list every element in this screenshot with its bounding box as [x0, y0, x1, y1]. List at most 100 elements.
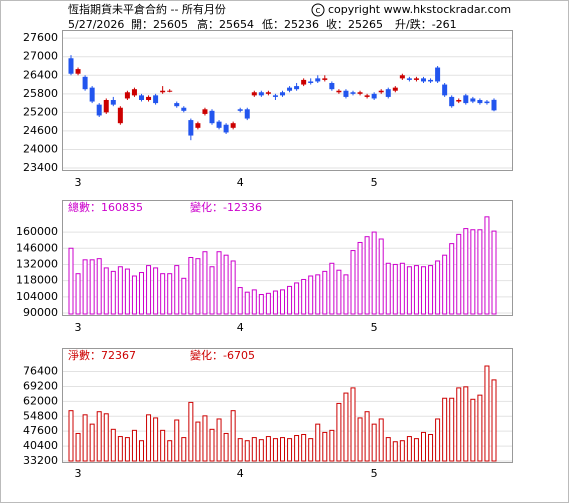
bar: [103, 267, 109, 315]
quote-value: -261: [432, 18, 457, 31]
bar: [209, 266, 215, 315]
quote-item: 收：25265: [326, 17, 383, 31]
y-tick-label: 69200: [23, 379, 58, 392]
bar: [124, 268, 130, 315]
candle-body: [301, 79, 307, 85]
bar: [449, 243, 455, 315]
bar: [470, 229, 476, 315]
bar: [315, 274, 321, 315]
quote-item: 開：25605: [131, 18, 188, 31]
candle-body: [280, 92, 285, 96]
bar: [188, 401, 194, 462]
candle-body: [364, 95, 370, 97]
date: 5/27/2026: [68, 18, 124, 31]
y-tick-label: 104000: [16, 290, 58, 303]
bar: [456, 387, 462, 462]
bar: [195, 421, 201, 462]
bar: [96, 411, 102, 462]
bar: [244, 440, 250, 462]
quote-value: 25265: [348, 18, 383, 31]
candle-body: [216, 121, 222, 128]
bar: [251, 437, 257, 462]
bar: [174, 419, 180, 462]
candle-body: [251, 92, 257, 96]
bar: [385, 262, 391, 315]
copyright: copyright www.hkstockradar.com: [328, 3, 511, 16]
x-tick-label: 4: [237, 321, 244, 334]
bar: [265, 292, 271, 315]
candle-body: [294, 86, 300, 90]
bar: [258, 294, 264, 315]
candle-body: [399, 75, 405, 79]
x-tick-label: 5: [371, 467, 378, 480]
bar: [280, 289, 285, 315]
bar: [385, 437, 391, 462]
summary-name: 淨數：: [68, 349, 101, 362]
bar: [230, 410, 236, 462]
candle-body: [181, 107, 187, 111]
candle-body: [392, 87, 398, 91]
y-tick-label: 146000: [16, 241, 58, 254]
bar: [131, 275, 137, 315]
candle-body: [413, 78, 419, 80]
bar: [364, 236, 370, 315]
quote-label: 高：: [197, 17, 219, 31]
y-tick-label: 24600: [23, 124, 58, 137]
candle-body: [329, 83, 335, 90]
candle-body: [336, 90, 342, 93]
quote-label: 開：: [131, 18, 153, 31]
y-tick-label: 62000: [23, 394, 58, 407]
candle-body: [484, 101, 490, 104]
bar: [378, 238, 384, 315]
bar: [230, 260, 236, 315]
candle-body: [442, 84, 448, 96]
x-tick-label: 3: [75, 176, 82, 189]
panel-frame: [62, 348, 513, 463]
summary-label: 變化：-12336: [190, 200, 262, 214]
bar: [329, 262, 335, 315]
bar: [406, 436, 412, 462]
bar: [139, 272, 144, 315]
bar: [251, 289, 257, 315]
summary-name: 變化：: [190, 200, 223, 214]
copyright-icon-c: c: [316, 6, 321, 16]
bar: [336, 402, 342, 462]
x-tick-label: 4: [237, 467, 244, 480]
candle-body: [167, 90, 173, 92]
candle-body: [449, 96, 455, 107]
bar: [82, 414, 88, 462]
chart-title: 恆指期貨未平倉合約 -- 所有月份: [68, 2, 226, 16]
candle-body: [153, 95, 159, 104]
candle-body: [378, 90, 384, 93]
bar: [223, 432, 229, 462]
bar: [477, 229, 483, 315]
bar: [301, 433, 307, 462]
y-tick-label: 90000: [23, 306, 58, 319]
bar: [463, 386, 469, 462]
summary-name: 總數：: [68, 200, 101, 214]
copyright-icon: [311, 3, 325, 17]
summary-label: 總數：160835: [68, 200, 143, 214]
candle-body: [287, 87, 293, 91]
bar: [456, 233, 462, 315]
bar: [442, 254, 448, 315]
x-tick-label: 5: [371, 321, 378, 334]
bar: [413, 265, 419, 315]
quote-item: 升/跌：-261: [395, 17, 457, 31]
bar: [68, 247, 74, 315]
bar: [89, 259, 95, 315]
candle-body: [117, 107, 123, 124]
bar: [491, 230, 497, 315]
candle-body: [308, 81, 314, 83]
bar: [357, 417, 363, 462]
bar: [181, 437, 187, 462]
candle-body: [68, 58, 74, 74]
bar: [428, 433, 434, 462]
candle-body: [435, 67, 441, 82]
x-tick-label: 5: [371, 176, 378, 189]
bar: [477, 394, 483, 462]
candle-body: [188, 120, 194, 136]
bar: [406, 266, 412, 315]
bar: [110, 428, 116, 462]
candle-body: [456, 100, 462, 102]
